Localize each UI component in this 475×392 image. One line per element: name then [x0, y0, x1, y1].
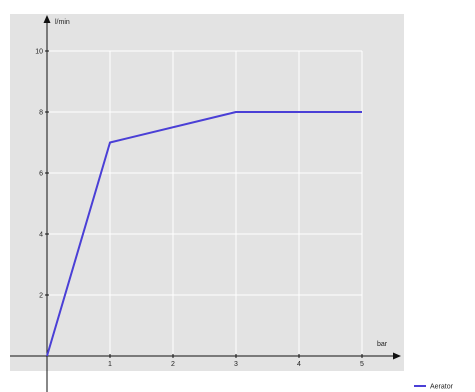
y-tick-label: 10	[35, 49, 43, 56]
y-axis-label: l/min	[55, 19, 70, 26]
y-tick-label: 8	[39, 110, 43, 117]
x-tick-label: 2	[171, 361, 175, 368]
x-tick-label: 3	[234, 361, 238, 368]
y-tick-label: 6	[39, 171, 43, 178]
tick-labels: 1 2 3 4 5 2 4 6 8 10	[35, 49, 364, 369]
series-line	[46, 111, 362, 357]
series-lines	[46, 111, 362, 357]
legend-label: Aerator	[430, 384, 454, 391]
y-tick-label: 2	[39, 293, 43, 300]
x-tick-label: 5	[360, 361, 364, 368]
x-axis-label: bar	[377, 341, 388, 348]
y-tick-label: 4	[39, 232, 43, 239]
x-axis-arrow	[393, 352, 401, 360]
plot-background	[10, 14, 404, 371]
legend: Aerator	[414, 384, 454, 391]
x-tick-label: 1	[108, 361, 112, 368]
axes	[10, 15, 401, 392]
y-axis-arrow	[43, 15, 51, 23]
grid	[47, 50, 363, 356]
x-tick-label: 4	[297, 361, 301, 368]
